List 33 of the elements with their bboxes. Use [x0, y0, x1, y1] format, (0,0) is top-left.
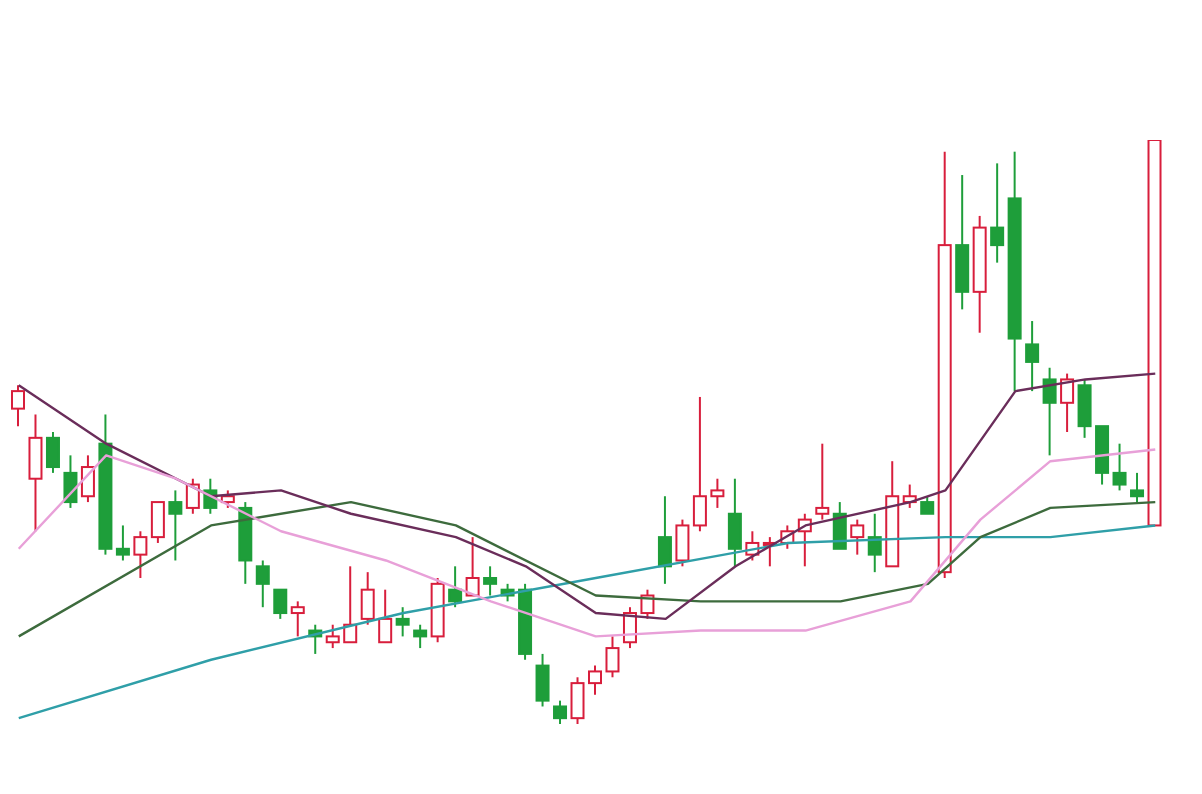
candlestick [378, 588, 393, 644]
candlestick [657, 495, 672, 585]
candlestick [990, 162, 1005, 264]
candlestick [850, 518, 865, 556]
candlestick [185, 477, 200, 515]
candlestick [448, 565, 463, 609]
candlestick [1112, 442, 1127, 492]
candlestick [815, 442, 830, 521]
candlestick [1060, 372, 1075, 433]
candlestick [360, 571, 375, 626]
candlestick [727, 477, 742, 568]
candlestick [465, 536, 480, 597]
candlestick [28, 413, 43, 533]
candlestick [1042, 366, 1057, 457]
candlestick [483, 565, 498, 597]
candlestick [395, 606, 410, 638]
candlestick [955, 174, 970, 311]
candlestick [255, 559, 270, 609]
candlestick [535, 652, 550, 708]
candlestick [168, 489, 183, 562]
candlestick [133, 530, 148, 579]
candlestick [867, 512, 882, 574]
candlestick [413, 623, 428, 650]
candlestick [1130, 471, 1145, 504]
candlestick [273, 588, 288, 620]
candlestick [290, 600, 305, 638]
candlestick [115, 524, 130, 562]
candlestick [553, 699, 568, 724]
candlestick [150, 501, 165, 544]
candlestick [11, 384, 25, 428]
candlestick [1025, 320, 1040, 393]
candlestick [675, 518, 690, 568]
candlestick [45, 431, 60, 474]
